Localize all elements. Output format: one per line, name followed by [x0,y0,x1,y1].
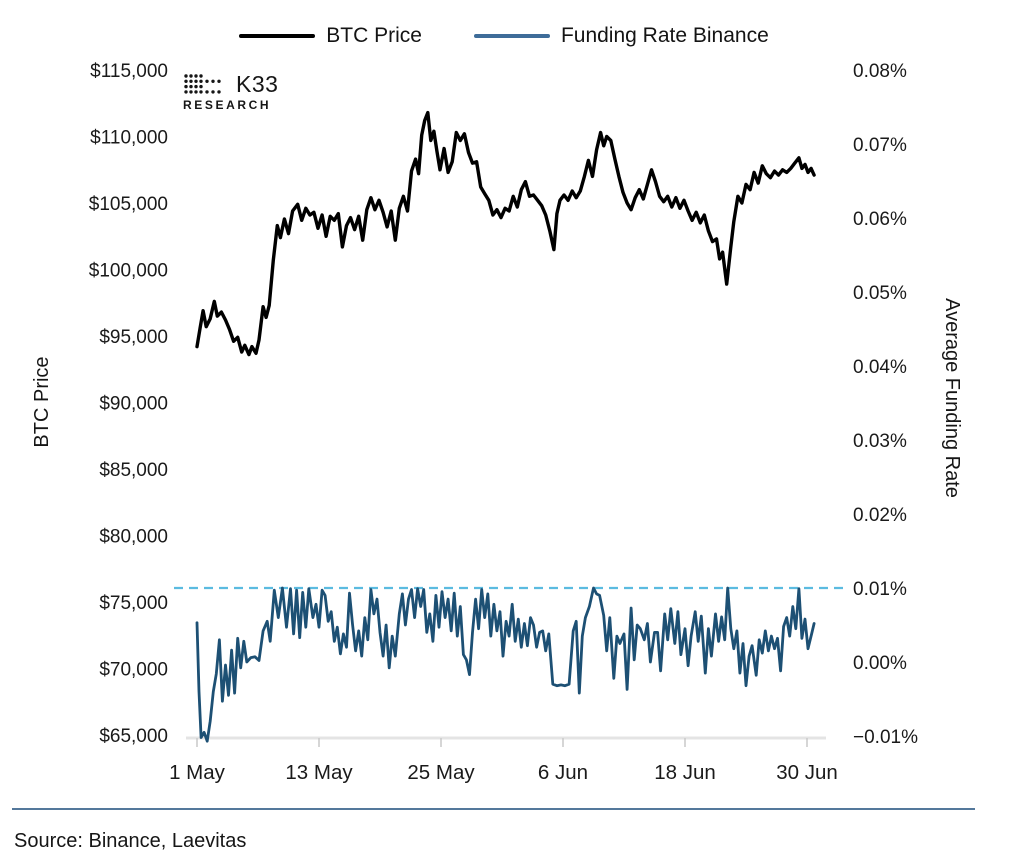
series-line-btc-price [195,110,816,357]
funding-line-swatch [473,34,550,38]
logo-subtitle: RESEARCH [183,98,272,112]
left-tick-label: $80,000 [99,527,168,548]
y-axis-right-ticks: 0.08% 0.07% 0.06% 0.05% 0.04% 0.03% 0.02% 0.01%… [853,61,918,748]
y-axis-left-ticks: $115,000 $110,000 $105,000 $100,000 $95,000 $… [89,61,168,747]
left-tick-label: $110,000 [90,128,168,149]
left-tick-label: $90,000 [99,394,168,415]
k33-dots-icon [184,74,221,94]
k33-logo: K33 RESEARCH [183,72,278,111]
x-tick-label: 13 May [285,761,353,784]
x-tick-label: 6 Jun [538,761,588,784]
left-tick-label: $75,000 [99,593,168,614]
left-tick-label: $65,000 [99,726,168,747]
series-lines [195,110,816,743]
chart-svg: $115,000 $110,000 $105,000 $100,000 $95,000 $… [31,61,963,784]
x-tick-label: 30 Jun [776,761,838,784]
btc-line-swatch [239,34,316,38]
left-tick-label: $105,000 [89,194,168,215]
right-tick-label: 0.02% [853,505,907,526]
source-text: Source: Binance, Laevitas [14,830,247,852]
right-tick-label: 0.08% [853,61,907,82]
x-axis: 1 May 13 May 25 May 6 Jun 18 Jun 30 Jun [169,736,838,784]
left-tick-label: $70,000 [99,660,168,681]
right-tick-label: 0.07% [853,135,907,156]
right-axis-title: Average Funding Rate [941,298,963,498]
right-tick-label: 0.04% [853,357,907,378]
left-tick-label: $115,000 [90,61,168,82]
series-line-funding-rate-binance [195,586,816,743]
legend-label-funding-rate: Funding Rate Binance [560,24,769,47]
left-axis-title: BTC Price [31,356,53,447]
right-tick-label: 0.01% [853,579,907,600]
left-tick-label: $95,000 [99,327,168,348]
x-tick-label: 1 May [169,761,226,784]
legend-item-btc-price: BTC Price [239,24,422,48]
x-tick-label: 25 May [407,761,475,784]
left-tick-label: $85,000 [99,460,168,481]
right-tick-label: 0.03% [853,431,907,452]
left-tick-label: $100,000 [89,261,168,282]
separator-line [12,808,975,810]
right-tick-label: 0.05% [853,283,907,304]
legend-item-funding-rate: Funding Rate Binance [473,24,769,48]
right-tick-label: 0.00% [853,653,907,674]
legend-label-btc-price: BTC Price [326,24,422,47]
right-tick-label: −0.01% [853,727,918,748]
x-tick-label: 18 Jun [654,761,716,784]
k33-dots [184,74,221,94]
logo-name: K33 [236,70,279,97]
legend: BTC Price Funding Rate Binance [0,24,1020,48]
right-tick-label: 0.06% [853,209,907,230]
